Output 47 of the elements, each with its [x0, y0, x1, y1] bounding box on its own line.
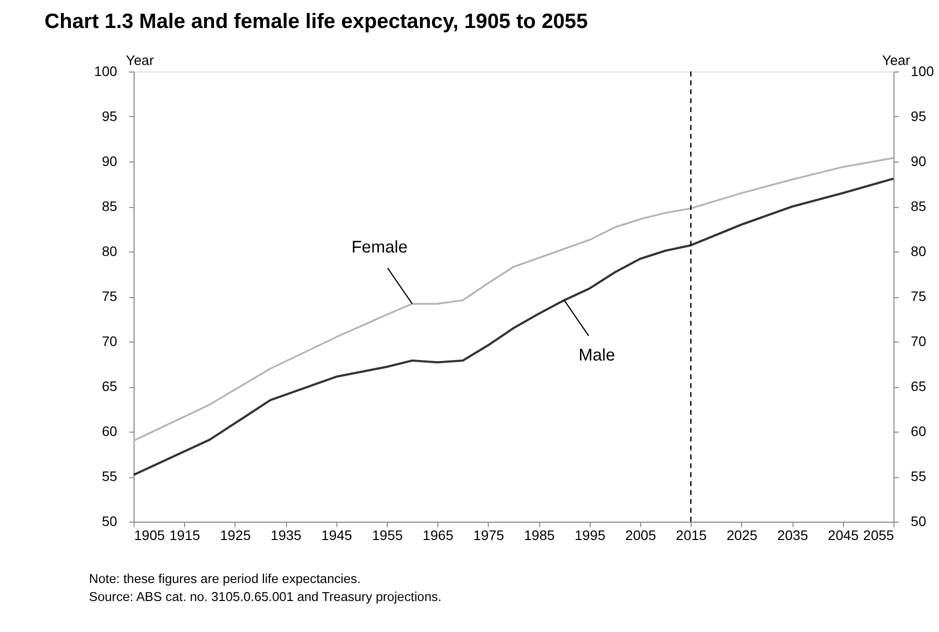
y-tick-label: 70	[102, 333, 118, 350]
x-tick-label: 1945	[321, 527, 352, 544]
y2-tick-label: 95	[910, 108, 926, 124]
y2-tick-label: 70	[910, 333, 926, 350]
x-tick-label: 1985	[524, 527, 556, 544]
y-tick-label: 95	[102, 108, 118, 124]
chart-title: Chart 1.3 Male and female life expectancy, 1905 to 2055	[44, 10, 588, 33]
annotation: Male	[578, 346, 616, 365]
y2-tick-label: 85	[910, 198, 926, 214]
line-series	[132, 178, 895, 476]
x-tick-label: 1925	[220, 527, 252, 544]
line-series	[132, 157, 894, 442]
y2-tick-label: 50	[910, 513, 926, 530]
y2-tick-label: 80	[910, 243, 926, 260]
x-tick-label: 1975	[473, 527, 504, 544]
x-tick-label: 2035	[777, 527, 808, 544]
y-tick-label: 50	[102, 513, 118, 530]
y-tick-label: 55	[102, 468, 118, 484]
x-tick-label: 1915	[169, 527, 200, 544]
y-tick-label: 65	[102, 378, 118, 394]
x-tick-label: 1955	[372, 527, 404, 544]
y2-tick-label: 75	[910, 288, 926, 304]
y2-axis-title: Year	[882, 52, 910, 68]
x-tick-label: 2005	[625, 527, 656, 544]
y2-tick-label: 65	[910, 378, 926, 394]
y-tick-label: 85	[102, 198, 118, 214]
x-tick-label: 2045	[828, 527, 860, 544]
text: Note: these figures are period life expectancies.	[89, 571, 361, 586]
y2-tick-label: 55	[910, 468, 926, 484]
y-tick-label: 60	[102, 423, 118, 440]
x-tick-label: 1995	[574, 527, 606, 544]
y-tick-label: 100	[94, 62, 118, 79]
y2-tick-label: 100	[910, 62, 934, 79]
x-tick-label: 1965	[422, 527, 454, 544]
y-tick-label: 80	[102, 243, 118, 260]
y2-tick-label: 90	[910, 152, 926, 169]
y2-tick-label: 60	[910, 423, 926, 440]
y-tick-label: 90	[102, 152, 118, 169]
y-axis-title: Year	[126, 52, 154, 68]
x-tick-label: 2025	[726, 527, 758, 544]
x-tick-label: 2055	[863, 527, 894, 544]
annotation: Female	[352, 237, 408, 256]
y-tick-label: 75	[102, 288, 118, 304]
x-tick-label: 1935	[270, 527, 302, 544]
x-tick-label: 2015	[676, 527, 708, 544]
source-note: Source: ABS cat. no. 3105.0.65.001 and Treasury projections.	[89, 588, 442, 604]
x-tick-label: 1905	[134, 527, 166, 544]
